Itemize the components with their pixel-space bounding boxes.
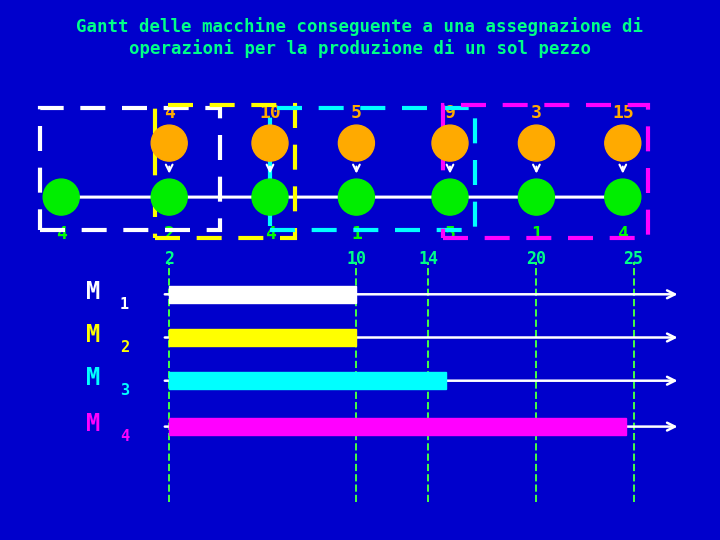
Bar [169,286,356,303]
Text: 9: 9 [444,104,456,123]
Text: 4: 4 [55,225,67,243]
Ellipse shape [252,125,288,161]
Ellipse shape [432,179,468,215]
Text: 3: 3 [531,104,542,123]
Text: 4: 4 [120,429,129,444]
Bar [169,329,356,346]
Text: 4: 4 [163,104,175,123]
Text: 14: 14 [418,250,438,268]
Ellipse shape [605,179,641,215]
Text: 2: 2 [163,225,175,243]
Bar [155,105,295,238]
Bar [443,105,648,238]
Ellipse shape [43,179,79,215]
Bar [169,418,626,435]
Text: Gantt delle macchine conseguente a una assegnazione di: Gantt delle macchine conseguente a una a… [76,17,644,37]
Text: 5: 5 [351,104,362,123]
Ellipse shape [338,179,374,215]
Text: M: M [86,412,101,436]
Text: M: M [86,323,101,347]
Text: 15: 15 [612,104,634,123]
Ellipse shape [338,125,374,161]
Text: 10: 10 [346,250,366,268]
Text: 2: 2 [164,250,174,268]
Ellipse shape [432,125,468,161]
Text: 3: 3 [120,383,129,398]
Ellipse shape [605,125,641,161]
Text: 2: 2 [120,340,129,355]
Ellipse shape [151,179,187,215]
Text: 25: 25 [624,250,644,268]
Bar [40,108,220,230]
Text: 5: 5 [444,225,456,243]
Text: 10: 10 [259,104,281,123]
Ellipse shape [151,125,187,161]
Text: operazioni per la produzione di un sol pezzo: operazioni per la produzione di un sol p… [129,39,591,58]
Ellipse shape [252,179,288,215]
Text: 20: 20 [526,250,546,268]
Bar [169,372,446,389]
Text: M: M [86,280,101,303]
Text: 1: 1 [120,296,129,312]
Text: 4: 4 [617,225,629,243]
Text: 1: 1 [351,225,362,243]
Text: 4: 4 [264,225,276,243]
Ellipse shape [518,179,554,215]
Text: M: M [86,366,101,390]
Bar [270,108,475,230]
Text: 1: 1 [531,225,542,243]
Ellipse shape [518,125,554,161]
